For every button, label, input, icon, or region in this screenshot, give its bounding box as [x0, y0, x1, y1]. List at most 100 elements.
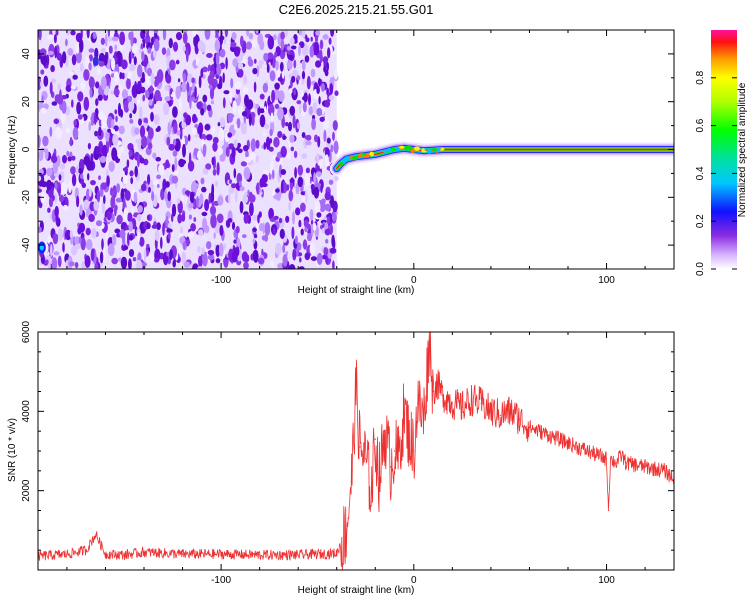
noise-speckle — [84, 255, 91, 268]
noise-speckle — [128, 100, 135, 112]
noise-speckle — [169, 89, 173, 95]
noise-speckle — [218, 127, 225, 142]
snr-point — [625, 462, 627, 464]
noise-speckle — [227, 113, 235, 119]
noise-speckle — [296, 75, 301, 80]
noise-speckle — [242, 194, 249, 204]
noise-speckle — [305, 167, 310, 174]
noise-speckle — [176, 198, 181, 204]
noise-speckle — [78, 222, 86, 233]
noise-speckle — [131, 206, 135, 215]
noise-speckle — [326, 137, 331, 144]
noise-speckle — [231, 31, 237, 41]
noise-speckle — [108, 45, 113, 54]
noise-speckle — [175, 31, 183, 41]
noise-speckle — [191, 82, 195, 93]
noise-speckle — [274, 82, 280, 90]
y-tick-label: 0 — [21, 146, 32, 152]
noise-speckle — [312, 222, 317, 231]
noise-speckle — [272, 262, 275, 269]
noise-speckle — [175, 59, 180, 65]
snr-point — [447, 398, 450, 400]
noise-speckle — [172, 150, 178, 157]
noise-speckle — [128, 149, 133, 158]
noise-speckle — [252, 214, 259, 221]
noise-speckle — [167, 191, 171, 202]
snr-point — [403, 410, 405, 412]
noise-speckle — [324, 69, 329, 77]
noise-speckle — [286, 152, 292, 160]
noise-speckle — [184, 190, 191, 196]
noise-speckle — [96, 68, 101, 76]
noise-speckle — [304, 189, 308, 203]
noise-speckle — [164, 96, 171, 102]
noise-speckle — [202, 94, 208, 103]
noise-speckle — [235, 189, 238, 203]
noise-speckle — [102, 246, 106, 261]
snr-point — [480, 402, 482, 404]
noise-speckle — [275, 60, 279, 71]
noise-speckle — [257, 257, 265, 265]
noise-speckle — [131, 84, 138, 99]
noise-speckle — [304, 55, 310, 63]
snr-point — [351, 470, 353, 472]
snr-point — [397, 458, 399, 460]
top-x-axis-label: Height of straight line (km) — [298, 285, 415, 296]
snr-point — [471, 398, 473, 400]
noise-speckle — [148, 186, 151, 193]
snr-point — [104, 553, 107, 555]
noise-speckle — [248, 32, 254, 40]
noise-speckle — [296, 100, 302, 105]
noise-speckle — [224, 30, 229, 38]
noise-speckle — [65, 38, 68, 47]
noise-speckle — [142, 94, 146, 102]
noise-speckle — [254, 58, 257, 64]
snr-point — [85, 549, 87, 551]
noise-speckle — [187, 134, 191, 142]
noise-speckle — [273, 34, 277, 41]
noise-speckle — [123, 207, 128, 221]
noise-speckle — [219, 48, 226, 58]
noise-speckle — [219, 117, 226, 128]
noise-speckle — [287, 121, 293, 132]
noise-speckle — [211, 200, 215, 214]
noise-speckle — [129, 113, 133, 119]
snr-point — [519, 418, 521, 420]
colorbar-tick-label: 0.2 — [695, 214, 706, 228]
noise-speckle — [334, 90, 339, 96]
noise-speckle — [234, 93, 239, 100]
snr-point — [605, 458, 608, 460]
noise-speckle — [316, 252, 323, 265]
noise-speckle — [94, 262, 99, 269]
noise-speckle — [40, 192, 46, 204]
noise-speckle — [100, 182, 108, 190]
noise-speckle — [178, 97, 183, 112]
noise-speckle — [315, 162, 319, 174]
noise-speckle — [192, 263, 199, 269]
noise-speckle — [219, 35, 225, 41]
signal-blob — [362, 152, 367, 156]
noise-speckle — [282, 253, 288, 267]
noise-speckle — [291, 75, 296, 83]
noise-speckle — [46, 179, 52, 191]
x-tick-label: 0 — [411, 575, 417, 586]
noise-speckle — [322, 254, 327, 260]
noise-speckle — [88, 121, 91, 132]
noise-speckle — [70, 85, 77, 90]
noise-speckle — [96, 189, 101, 203]
noise-speckle — [325, 238, 329, 244]
noise-speckle — [259, 93, 265, 100]
noise-speckle — [293, 59, 297, 69]
noise-speckle — [199, 193, 204, 205]
noise-speckle — [331, 212, 337, 222]
noise-speckle — [280, 180, 284, 194]
noise-speckle — [204, 168, 209, 175]
noise-speckle — [210, 100, 215, 105]
noise-speckle — [100, 37, 105, 46]
noise-speckle — [76, 101, 82, 115]
noise-speckle — [257, 214, 260, 224]
noise-speckle — [88, 62, 92, 71]
noise-speckle — [237, 142, 241, 148]
noise-speckle — [79, 204, 83, 216]
noise-speckle — [298, 44, 301, 57]
